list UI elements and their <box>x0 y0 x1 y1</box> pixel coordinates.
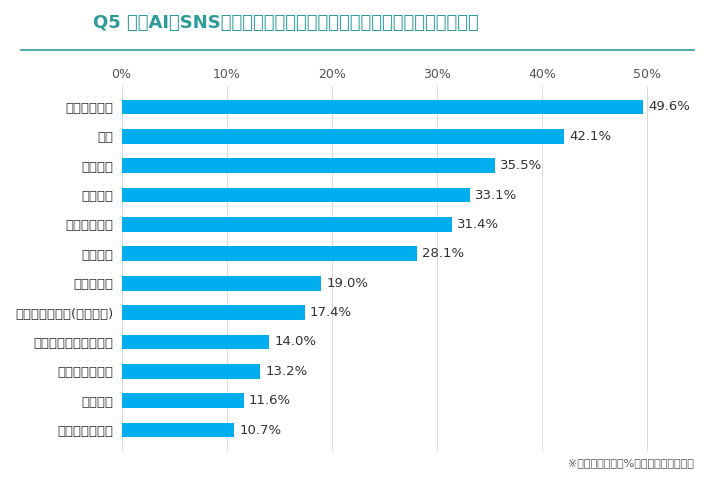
Bar <box>122 246 417 261</box>
Text: 13.2%: 13.2% <box>266 365 308 378</box>
Text: ※「その他」は０%の回答となりました: ※「その他」は０%の回答となりました <box>568 458 694 468</box>
Bar <box>122 423 234 437</box>
Text: Q5 生成AIをSNSマーケティングで活用しているのはどの分野ですか？: Q5 生成AIをSNSマーケティングで活用しているのはどの分野ですか？ <box>93 14 479 33</box>
Text: 14.0%: 14.0% <box>274 336 316 348</box>
Text: 17.4%: 17.4% <box>310 306 352 319</box>
Bar <box>122 305 305 320</box>
Bar <box>122 364 260 379</box>
Text: 28.1%: 28.1% <box>423 247 465 260</box>
Bar <box>122 276 322 290</box>
Text: 49.6%: 49.6% <box>649 100 691 113</box>
Bar <box>122 393 244 408</box>
Text: 35.5%: 35.5% <box>500 159 543 172</box>
Text: 10.7%: 10.7% <box>240 423 282 436</box>
Text: 11.6%: 11.6% <box>249 394 291 407</box>
Text: 19.0%: 19.0% <box>327 276 369 289</box>
Bar <box>122 188 470 203</box>
Bar <box>122 335 269 349</box>
Text: 31.4%: 31.4% <box>457 218 499 231</box>
Bar <box>122 158 495 173</box>
Text: 42.1%: 42.1% <box>570 130 612 143</box>
Bar <box>122 217 452 232</box>
Bar <box>122 129 564 144</box>
Text: 33.1%: 33.1% <box>475 189 517 202</box>
Bar <box>122 99 644 114</box>
